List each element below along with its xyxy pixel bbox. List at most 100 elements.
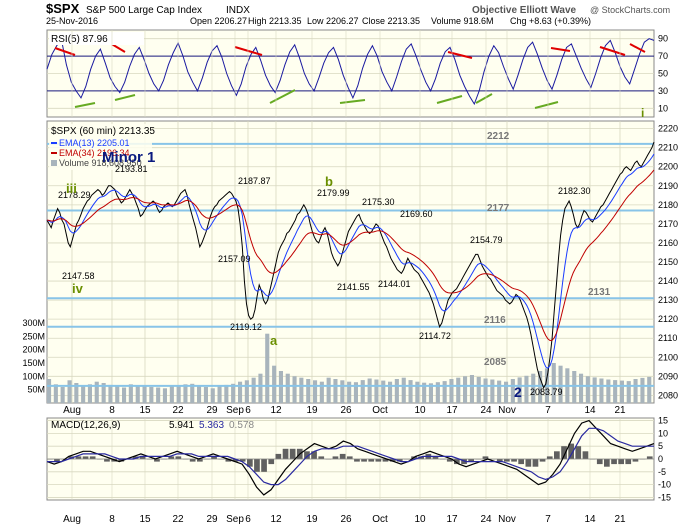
macd-histogram-bar — [189, 459, 196, 462]
macd-histogram-bar — [396, 459, 403, 462]
volume-tick-label: 150M — [22, 358, 45, 368]
volume-bar — [497, 380, 502, 403]
volume-bar — [326, 377, 331, 403]
volume-bar — [108, 384, 113, 403]
price-tick-label: 2170 — [658, 219, 678, 229]
wave-label: a — [270, 333, 278, 348]
macd-histogram-bar — [175, 456, 182, 459]
price-annotation: 2178.29 — [58, 190, 91, 200]
volume-bar — [422, 382, 427, 403]
macd-histogram-bar — [354, 459, 360, 462]
price-annotation: 2157.09 — [218, 254, 251, 264]
open-value: Open 2206.27 — [190, 16, 247, 26]
x-tick-label: Sep — [226, 405, 244, 416]
macd-histogram-bar — [532, 459, 539, 467]
volume-tick-label: 50M — [27, 385, 45, 395]
volume-bar — [238, 381, 243, 403]
macd-histogram-bar — [632, 459, 639, 462]
volume-bar — [251, 377, 256, 403]
macd-histogram-bar — [239, 459, 246, 462]
price-annotation: 2193.81 — [115, 164, 148, 174]
volume-bar — [619, 380, 624, 403]
volume-bar — [435, 382, 440, 403]
macd-histogram-bar — [211, 456, 217, 459]
macd-histogram-bar — [225, 459, 232, 462]
volume-tick-label: 300M — [22, 318, 45, 328]
volume-tick-label: 200M — [22, 345, 45, 355]
volume-bar — [190, 383, 195, 403]
macd-histogram-bar — [518, 459, 524, 465]
rsi-tick-label: 30 — [658, 86, 668, 96]
rsi-tick-label: 10 — [658, 103, 668, 113]
price-annotation: 2119.12 — [230, 322, 262, 332]
macd-histogram-bar — [261, 459, 267, 472]
macd-histogram-bar — [275, 453, 282, 459]
volume-bar — [313, 380, 318, 403]
volume-bar — [538, 371, 543, 403]
x-tick-label: 14 — [584, 405, 596, 416]
legend-ema13: EMA(13) 2205.01 — [59, 138, 130, 148]
x-tick-label: 22 — [172, 405, 184, 416]
macd-histogram-bar — [582, 451, 589, 459]
x-tick-label: 24 — [480, 405, 492, 416]
wave-label: b — [325, 174, 333, 189]
macd-histogram-bar — [618, 459, 624, 465]
level-label: 2085 — [484, 357, 507, 368]
volume-bar — [476, 376, 481, 403]
macd-histogram-bar — [154, 459, 160, 462]
macd-histogram-bar — [611, 459, 617, 465]
volume-bar — [94, 381, 99, 403]
macd-x-tick-label: 22 — [172, 514, 184, 525]
price-tick-label: 2180 — [658, 200, 678, 210]
price-annotation: 2187.87 — [238, 176, 271, 186]
macd-x-tick-label: Sep — [226, 514, 244, 525]
macd-histogram-bar — [454, 459, 460, 465]
macd-histogram-bar — [304, 451, 310, 459]
macd-histogram-bar — [418, 456, 424, 459]
signal-value: 5.363 — [199, 420, 224, 431]
price-tick-label: 2140 — [658, 276, 678, 286]
volume-bar — [401, 377, 406, 403]
price-annotation: 2179.99 — [317, 188, 350, 198]
volume-bar — [442, 381, 447, 403]
macd-x-tick-label: 12 — [270, 514, 282, 525]
macd-x-tick-label: 8 — [109, 514, 115, 525]
macd-histogram-bar — [504, 459, 510, 462]
volume-bar — [122, 387, 127, 403]
change-value: Chg +8.63 (+0.39%) — [510, 16, 591, 26]
macd-histogram-bar — [254, 459, 260, 472]
volume-bar — [299, 377, 304, 403]
macd-histogram-bar — [482, 456, 489, 459]
price-tick-label: 2130 — [658, 295, 678, 305]
macd-histogram-bar — [546, 456, 553, 459]
index-name: S&P 500 Large Cap Index — [86, 5, 202, 16]
volume-bar — [558, 365, 563, 403]
volume-bar — [224, 384, 229, 403]
level-label: 2212 — [487, 131, 510, 142]
volume-bar — [285, 373, 290, 403]
volume-bar — [244, 380, 249, 403]
macd-histogram-bar — [232, 459, 239, 462]
volume-bar — [579, 373, 584, 403]
macd-histogram-bar — [346, 456, 353, 459]
rsi-trendline-green — [114, 94, 136, 101]
rsi-tick-label: 90 — [658, 34, 668, 44]
brand-label: @ StockCharts.com — [590, 5, 670, 15]
rsi-trendline-red — [629, 43, 646, 53]
volume-tick-label: 250M — [22, 331, 45, 341]
volume-bar — [115, 386, 120, 403]
volume-value: Volume 918.6M — [431, 16, 494, 26]
volume-bar — [272, 365, 277, 403]
volume-bar — [169, 386, 174, 403]
histogram-value: 0.578 — [229, 420, 254, 431]
volume-bar — [640, 377, 645, 403]
macd-histogram-bar — [432, 456, 439, 459]
volume-bar — [101, 383, 106, 403]
level-label: 2116 — [484, 315, 506, 326]
volume-bar — [633, 379, 638, 403]
rsi-trendline-green — [339, 99, 366, 104]
legend-bg — [49, 124, 152, 170]
macd-histogram-bar — [318, 456, 325, 459]
macd-histogram-bar — [282, 448, 289, 460]
x-tick-label: 17 — [446, 405, 458, 416]
